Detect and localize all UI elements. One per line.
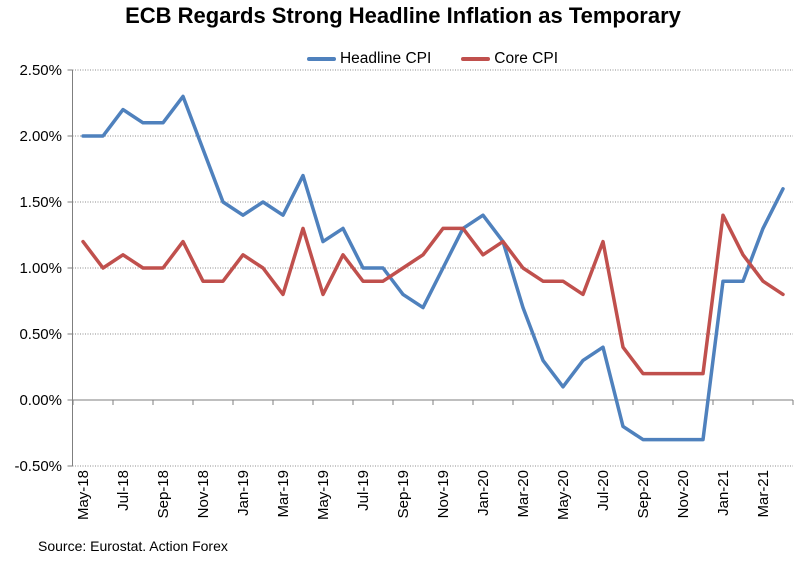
headline-cpi-swatch [306, 57, 336, 61]
y-axis-label: 0.50% [19, 326, 62, 343]
axes [67, 69, 794, 467]
x-axis-label: Jul-18 [115, 470, 132, 511]
x-axis-label: Jan-19 [235, 470, 252, 516]
x-axis-label: Jan-21 [715, 470, 732, 516]
headline-cpi-line [81, 94, 785, 442]
x-axis-labels: May-18 Jul-18 Sep-18 Nov-18 Jan-19 Mar-19 May-… [75, 470, 772, 520]
source-note: Source: Eurostat. Action Forex [38, 538, 228, 554]
x-axis-label: Nov-18 [195, 470, 212, 518]
x-axis-label: Mar-19 [275, 470, 292, 518]
x-axis-label: Nov-20 [675, 470, 692, 518]
x-axis-label: May-18 [75, 470, 92, 520]
x-axis-label: Jul-20 [595, 470, 612, 511]
x-axis-label: May-20 [555, 470, 572, 520]
y-axis-labels: 2.50% 2.00% 1.50% 1.00% 0.50% 0.00% -0.50% [14, 62, 62, 475]
y-axis-label: 1.00% [19, 260, 62, 277]
legend-label-headline-cpi: Headline CPI [339, 50, 432, 67]
chart-legend: Headline CPI Core CPI [72, 49, 793, 69]
core-cpi-swatch [461, 57, 491, 61]
x-axis-label: Sep-19 [395, 470, 412, 518]
x-axis-label: Sep-20 [635, 470, 652, 518]
x-axis-label: Jan-20 [475, 470, 492, 516]
legend-item-core-cpi: Core CPI [461, 50, 558, 68]
legend-label-core-cpi: Core CPI [494, 50, 559, 67]
y-axis-label: 2.00% [19, 128, 62, 145]
x-axis-label: Sep-18 [155, 470, 172, 518]
legend-item-headline-cpi: Headline CPI [306, 50, 432, 68]
y-axis-label: -0.50% [14, 458, 62, 475]
x-axis-label: Mar-20 [515, 470, 532, 518]
y-axis-label: 2.50% [19, 62, 62, 79]
gridlines [72, 69, 793, 467]
chart-title: ECB Regards Strong Headline Inflation as… [125, 3, 681, 28]
y-axis-label: 0.00% [19, 392, 62, 409]
y-axis-label: 1.50% [19, 194, 62, 211]
x-axis-label: Jul-19 [355, 470, 372, 511]
x-axis-label: May-19 [315, 470, 332, 520]
x-axis-label: Mar-21 [755, 470, 772, 518]
x-axis-label: Nov-19 [435, 470, 452, 518]
core-cpi-line [81, 213, 785, 376]
